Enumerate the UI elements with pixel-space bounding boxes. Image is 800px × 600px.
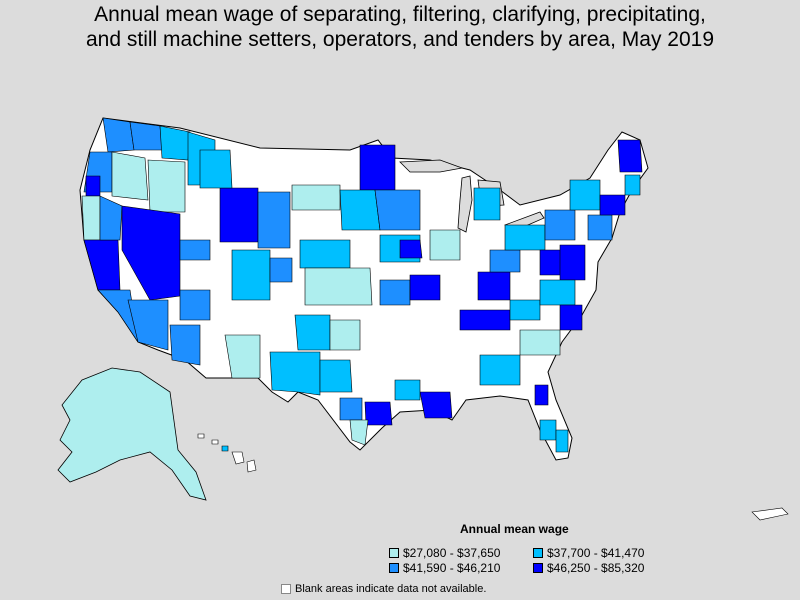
map-title: Annual mean wage of separating, filterin… <box>0 2 800 52</box>
legend-label-1: $27,080 - $37,650 <box>403 546 501 560</box>
blank-note-text: Blank areas indicate data not available. <box>295 583 487 595</box>
area-region <box>121 205 181 301</box>
hawaii <box>197 433 257 473</box>
title-line-2: and still machine setters, operators, an… <box>85 28 714 51</box>
area-region <box>559 244 586 281</box>
area-region <box>429 229 461 261</box>
area-region <box>477 271 511 301</box>
area-region <box>409 274 441 301</box>
legend-swatch-1 <box>389 548 399 558</box>
area-region <box>269 257 293 283</box>
title-line-1: Annual mean wage of separating, filterin… <box>94 3 706 26</box>
area-region <box>544 209 576 241</box>
area-region <box>299 239 351 269</box>
area-region <box>519 329 561 356</box>
legend-label-2: $37,700 - $41,470 <box>547 546 645 560</box>
alaska <box>57 367 207 501</box>
area-region <box>534 384 549 406</box>
area-region <box>102 117 135 153</box>
area-region <box>539 419 557 441</box>
area-region <box>473 187 501 221</box>
area-region <box>539 279 576 306</box>
area-region <box>83 239 121 291</box>
area-region <box>199 149 233 189</box>
legend-swatch-3 <box>389 563 399 573</box>
area-region <box>617 139 643 173</box>
area-region <box>394 379 421 401</box>
area-region <box>489 249 521 273</box>
legend-item-2: $37,700 - $41,470 <box>533 546 644 560</box>
area-region <box>179 289 211 321</box>
puerto-rico <box>751 507 789 521</box>
legend-swatch-4 <box>533 563 543 573</box>
area-region <box>99 195 123 241</box>
area-region <box>179 239 211 261</box>
area-region <box>339 397 363 421</box>
area-region <box>504 224 546 251</box>
area-region <box>291 184 341 211</box>
area-region <box>224 334 261 379</box>
legend-title: Annual mean wage <box>460 522 569 536</box>
area-region <box>294 314 331 351</box>
legend-swatch-2 <box>533 548 543 558</box>
legend-item-4: $46,250 - $85,320 <box>533 561 644 575</box>
area-region <box>129 121 163 151</box>
area-region <box>111 151 149 201</box>
area-region <box>304 267 373 306</box>
legend-label-3: $41,590 - $46,210 <box>403 561 501 575</box>
area-region <box>459 309 511 331</box>
area-region <box>339 189 381 231</box>
area-region <box>555 429 569 453</box>
wage-areas <box>81 117 643 453</box>
area-region <box>599 194 626 216</box>
area-region <box>169 324 201 366</box>
area-region <box>147 159 186 213</box>
area-region <box>269 351 321 396</box>
area-region <box>587 214 613 241</box>
area-region <box>329 319 361 351</box>
area-region <box>419 391 453 419</box>
area-region <box>159 125 191 161</box>
area-region <box>509 299 541 321</box>
area-region <box>349 419 369 446</box>
area-region <box>319 359 353 393</box>
area-region <box>379 279 411 306</box>
area-region <box>374 189 421 231</box>
area-region <box>624 174 641 196</box>
area-region <box>219 187 259 243</box>
legend-item-1: $27,080 - $37,650 <box>389 546 500 560</box>
area-region <box>81 195 101 241</box>
area-region <box>399 239 423 259</box>
area-region <box>479 354 521 386</box>
area-region <box>364 401 393 426</box>
legend-item-3: $41,590 - $46,210 <box>389 561 500 575</box>
area-region <box>257 191 291 249</box>
area-region <box>569 179 601 211</box>
lake-superior <box>399 159 464 173</box>
area-region <box>231 249 271 301</box>
lake-michigan <box>457 175 473 233</box>
blank-areas-note: Blank areas indicate data not available. <box>281 583 486 595</box>
area-region <box>559 304 583 331</box>
legend-label-4: $46,250 - $85,320 <box>547 561 645 575</box>
area-region <box>359 144 396 191</box>
area-region <box>127 299 169 351</box>
area-region <box>85 175 101 197</box>
blank-swatch <box>281 584 291 594</box>
